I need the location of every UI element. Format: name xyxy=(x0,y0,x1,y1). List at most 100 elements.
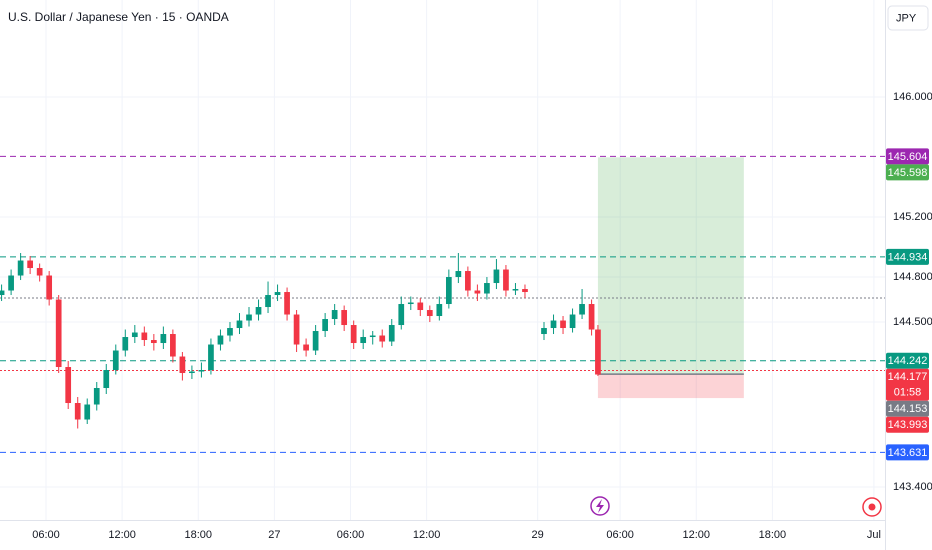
price-badge-label: 143.993 xyxy=(888,419,928,431)
price-badges: 145.604 145.598 144.934 144.242 144.177 01:58… xyxy=(886,148,929,461)
price-badge xyxy=(886,400,929,417)
x-tick-label: 27 xyxy=(268,529,280,541)
candle-body xyxy=(436,304,443,317)
candle-body xyxy=(550,320,557,329)
candle-body xyxy=(55,299,62,368)
price-badge xyxy=(886,416,929,433)
candle-body xyxy=(36,268,43,276)
currency-label[interactable]: JPY xyxy=(896,12,917,24)
countdown-label: 01:58 xyxy=(894,387,922,399)
candle-body xyxy=(569,314,576,329)
plot xyxy=(0,155,885,453)
candle-body xyxy=(503,269,509,291)
price-badge-label: 144.934 xyxy=(888,251,928,263)
price-badge-label: 144.242 xyxy=(888,355,928,367)
x-tick-label: 06:00 xyxy=(606,529,634,541)
candle-body xyxy=(170,334,176,357)
candle-body xyxy=(246,314,252,321)
candle-body xyxy=(398,304,405,326)
candle-body xyxy=(227,328,233,336)
candle-body xyxy=(236,320,243,329)
candle-body xyxy=(189,371,195,374)
candle-body xyxy=(484,283,490,294)
candle-body xyxy=(0,290,5,296)
candle-body xyxy=(208,344,214,371)
price-badge xyxy=(886,164,929,181)
loss-zone xyxy=(597,374,744,399)
y-tick-label: 144.800 xyxy=(893,271,932,283)
candle-body xyxy=(465,271,471,291)
candle-body xyxy=(274,292,281,296)
candle-body xyxy=(512,289,519,291)
grid xyxy=(0,0,885,520)
price-badge-label: 144.153 xyxy=(888,403,928,415)
candle-body xyxy=(426,310,433,317)
candle-body xyxy=(322,319,328,332)
y-tick-label: 146.000 xyxy=(893,91,932,103)
x-tick-label: 12:00 xyxy=(108,529,136,541)
candle-body xyxy=(388,325,395,342)
candle-body xyxy=(474,290,481,294)
y-tick-label: 143.400 xyxy=(893,481,932,493)
candle-body xyxy=(407,302,414,305)
candle-body xyxy=(150,340,157,344)
axes: 146.000 145.200 144.800 144.500 143.400 06:00… xyxy=(32,91,932,541)
candle-body xyxy=(341,310,348,326)
candle-body xyxy=(93,388,100,405)
chart-title: U.S. Dollar / Japanese Yen · 15 · OANDA xyxy=(8,10,229,24)
price-badge xyxy=(886,368,929,401)
candle-body xyxy=(284,292,290,315)
candle-body xyxy=(255,307,262,315)
profit-zone xyxy=(597,157,744,375)
candle-body xyxy=(265,295,271,308)
price-badge xyxy=(886,444,929,461)
candle-body xyxy=(27,260,33,269)
candle-body xyxy=(131,332,138,338)
price-badge xyxy=(886,352,929,369)
candle-body xyxy=(541,328,547,335)
price-badge-label: 145.598 xyxy=(888,167,928,179)
price-badge-label: 144.177 xyxy=(888,371,928,383)
candle-body xyxy=(84,404,91,420)
x-tick-label: 06:00 xyxy=(32,529,60,541)
currency-button[interactable] xyxy=(887,5,929,31)
candle-body xyxy=(17,260,24,276)
candle-body xyxy=(179,356,186,374)
price-badge-label: 143.631 xyxy=(888,447,928,459)
candle-body xyxy=(379,335,386,342)
candle-body xyxy=(312,331,319,351)
candle-body xyxy=(198,370,205,372)
candle-body xyxy=(293,314,300,345)
candle-body xyxy=(74,403,81,420)
candle-body xyxy=(46,275,53,300)
candle-body xyxy=(103,370,110,389)
candle-body xyxy=(112,350,119,371)
x-tick-label: 18:00 xyxy=(759,529,787,541)
go-to-realtime[interactable] xyxy=(862,497,882,517)
price-badge xyxy=(886,248,929,265)
x-tick-label: 12:00 xyxy=(413,529,441,541)
x-tick-label: 06:00 xyxy=(337,529,365,541)
candle-body xyxy=(522,289,528,293)
candle-body xyxy=(417,302,424,311)
x-tick-label: 29 xyxy=(532,529,544,541)
candle-body xyxy=(350,325,357,344)
candle-body xyxy=(331,310,338,320)
candle-body xyxy=(369,335,376,338)
event-icon[interactable] xyxy=(590,496,610,516)
x-tick-label: Jul xyxy=(867,529,881,541)
candle-body xyxy=(217,335,224,345)
candle-body xyxy=(493,269,500,284)
candle-body xyxy=(360,337,367,344)
candle-body xyxy=(588,304,595,330)
y-tick-label: 145.200 xyxy=(893,211,932,223)
candle-body xyxy=(445,277,452,305)
candle-body xyxy=(65,367,72,404)
candle-body xyxy=(560,320,566,329)
price-badge-label: 145.604 xyxy=(888,151,928,163)
x-tick-label: 18:00 xyxy=(184,529,212,541)
candle-body xyxy=(122,337,129,351)
candle-body xyxy=(160,334,167,344)
